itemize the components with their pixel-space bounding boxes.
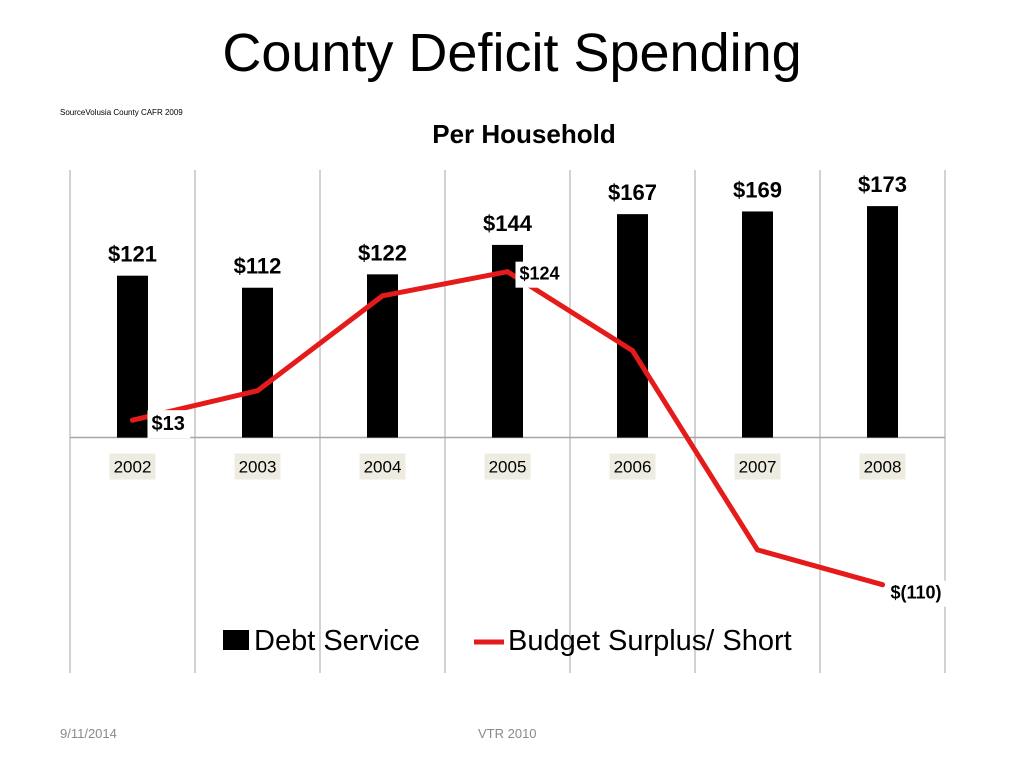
category-label-bg <box>734 453 781 480</box>
bar-data-label: $122 <box>358 240 407 265</box>
x-tick-label: 2005 <box>489 458 527 477</box>
x-tick-label: 2004 <box>364 458 402 477</box>
bar-debt-service <box>117 275 148 438</box>
line-point <box>630 348 635 354</box>
bar-debt-service <box>242 287 273 438</box>
legend-surplus-label: Budget Surplus/ Short <box>508 625 792 657</box>
category-label-bg <box>609 453 656 480</box>
bar-data-label: $121 <box>108 242 157 267</box>
chart: Per Household 2002 2003 2004 2005 2006 2007 20… <box>69 119 958 673</box>
chart-title: Per Household <box>432 119 615 149</box>
category-label-bg <box>359 453 406 480</box>
line-label-bg <box>886 580 958 607</box>
bar-debt-service <box>617 214 648 438</box>
line-layer <box>130 269 885 588</box>
source-note: SourceVolusia County CAFR 2009 <box>60 108 183 117</box>
line-data-label: $13 <box>152 413 185 435</box>
category-label-bg <box>859 453 906 480</box>
line-point <box>380 293 385 299</box>
x-tick-label: 2006 <box>614 458 652 477</box>
x-tick-label: 2003 <box>239 458 277 477</box>
bar-debt-service <box>867 206 898 438</box>
slide-title: County Deficit Spending <box>222 23 802 83</box>
bar-data-label: $169 <box>733 177 782 202</box>
legend-debt-label: Debt Service <box>254 625 420 657</box>
bar-data-label: $112 <box>234 254 282 279</box>
bar-data-label: $173 <box>858 172 907 197</box>
line-point <box>880 582 885 588</box>
x-tick-label: 2002 <box>114 458 152 477</box>
category-label-bg <box>109 453 156 480</box>
legend: Debt Service Budget Surplus/ Short <box>223 625 792 657</box>
x-tick-label: 2007 <box>739 458 777 477</box>
line-point <box>255 388 260 394</box>
bar-debt-service <box>742 211 773 438</box>
footer-center: VTR 2010 <box>478 726 537 741</box>
line-point <box>130 417 135 423</box>
line-point <box>505 269 510 275</box>
line-data-label: $124 <box>520 264 560 284</box>
line-point <box>755 547 760 553</box>
footer-date: 9/11/2014 <box>60 726 117 741</box>
legend-debt-swatch <box>223 630 249 650</box>
label-layer: $121 $112 $122 $144 $167 $169 $173 $13 $124 $(110… <box>108 172 958 607</box>
line-label-bg <box>515 261 566 288</box>
category-label-bg <box>234 453 281 480</box>
category-label-bg <box>484 453 531 480</box>
bar-data-label: $144 <box>483 211 533 236</box>
x-tick-label: 2008 <box>864 458 902 477</box>
line-label-bg <box>147 410 191 439</box>
bar-data-label: $167 <box>608 180 657 205</box>
line-data-label: $(110) <box>891 583 942 603</box>
bar-layer <box>117 206 898 438</box>
